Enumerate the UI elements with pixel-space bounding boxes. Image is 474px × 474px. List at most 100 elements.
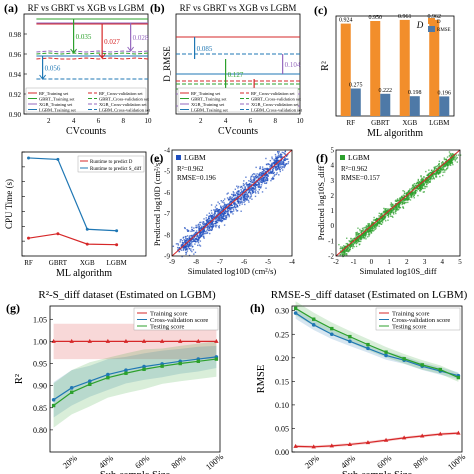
scatter-point [408, 196, 410, 199]
scatter-point [254, 187, 257, 189]
scatter-point [215, 204, 218, 206]
scatter-point [451, 159, 454, 162]
scatter-point [376, 225, 378, 227]
scatter-point [409, 193, 412, 195]
tick-label: 1.00 [33, 337, 47, 346]
scatter-point [228, 198, 230, 200]
scatter-point [417, 188, 419, 191]
scatter-point [362, 235, 365, 237]
scatter-point [372, 219, 375, 221]
tick-label: 3 [331, 177, 335, 185]
bar [340, 23, 351, 117]
scatter-point [221, 219, 223, 221]
scatter-point [257, 192, 260, 194]
tick-label: -8 [164, 231, 170, 239]
scatter-point [254, 173, 256, 175]
scatter-point [187, 238, 189, 241]
scatter-point [212, 217, 215, 219]
scatter-point [252, 187, 254, 190]
scatter-point [245, 176, 247, 178]
arrow-head [39, 74, 46, 80]
scatter-point [221, 215, 223, 218]
scatter-point [405, 192, 408, 195]
scatter-point [258, 177, 260, 179]
scatter-point [282, 161, 284, 163]
tick-label: 0.25 [275, 330, 289, 339]
scatter-point [246, 193, 248, 195]
scatter-point [265, 171, 267, 174]
scatter-point [274, 167, 276, 169]
scatter-point [276, 168, 279, 171]
scatter-point [229, 196, 232, 198]
scatter-point [340, 253, 342, 256]
scatter-point [229, 206, 231, 209]
scatter-point [232, 206, 234, 209]
scatter-point [266, 168, 268, 170]
scatter-point [214, 206, 217, 208]
scatter-point [238, 196, 240, 199]
scatter-point [261, 171, 264, 173]
scatter-point [183, 227, 186, 229]
tick-label: 1 [387, 258, 391, 266]
legend-box [133, 307, 219, 331]
scatter-point [410, 196, 412, 198]
scatter-point [191, 235, 193, 237]
scatter-point [217, 209, 220, 212]
scatter-point [180, 249, 183, 251]
scatter-point [181, 255, 183, 258]
scatter-point [220, 200, 222, 202]
tick-label: GBRT [371, 119, 390, 127]
legend-box [177, 87, 299, 113]
scatter-point [228, 215, 230, 218]
tick-label: 40% [97, 453, 115, 471]
scatter-point [449, 158, 451, 161]
tick-label: 10 [297, 117, 305, 125]
scatter-point [343, 247, 345, 249]
scatter-point [429, 175, 431, 177]
tick-label: XGB [80, 259, 95, 267]
scatter-point [380, 220, 382, 223]
scatter-point [239, 192, 242, 194]
scatter-point [222, 213, 225, 215]
scatter-point [242, 195, 244, 197]
legend-label: LGBM_Cross-validation set [251, 108, 303, 113]
scatter-point [189, 243, 191, 245]
scatter-point [235, 208, 237, 211]
scatter-point [273, 165, 276, 167]
identity-line [171, 149, 293, 257]
scatter-point [255, 174, 257, 177]
scatter-point [201, 229, 204, 232]
data-point [401, 435, 407, 440]
series-line [28, 157, 117, 232]
scatter-point [249, 189, 251, 192]
scatter-point [419, 190, 422, 192]
scatter-point [394, 206, 396, 208]
scatter-point [185, 235, 187, 238]
scatter-point [220, 207, 222, 209]
scatter-point [396, 208, 398, 211]
scatter-point [351, 247, 354, 249]
scatter-point [214, 212, 216, 214]
scatter-point [220, 213, 222, 215]
scatter-point [233, 206, 235, 208]
scatter-point [424, 182, 427, 184]
scatter-point [196, 234, 199, 237]
scatter-point [217, 216, 220, 219]
scatter-point [216, 210, 219, 213]
scatter-point [420, 185, 423, 187]
scatter-point [247, 199, 250, 202]
scatter-point [364, 236, 367, 238]
scatter-point [445, 164, 448, 166]
scatter-point [207, 229, 210, 232]
scatter-point [188, 254, 191, 257]
scatter-point [270, 178, 273, 180]
scatter-point [343, 245, 345, 247]
scatter-point [207, 222, 209, 224]
scatter-point [345, 245, 347, 247]
scatter-point [266, 179, 269, 182]
bar [380, 93, 391, 116]
scatter-point [237, 200, 239, 202]
scatter-point [237, 185, 240, 188]
scatter-point [274, 162, 276, 165]
scatter-point [277, 165, 280, 167]
